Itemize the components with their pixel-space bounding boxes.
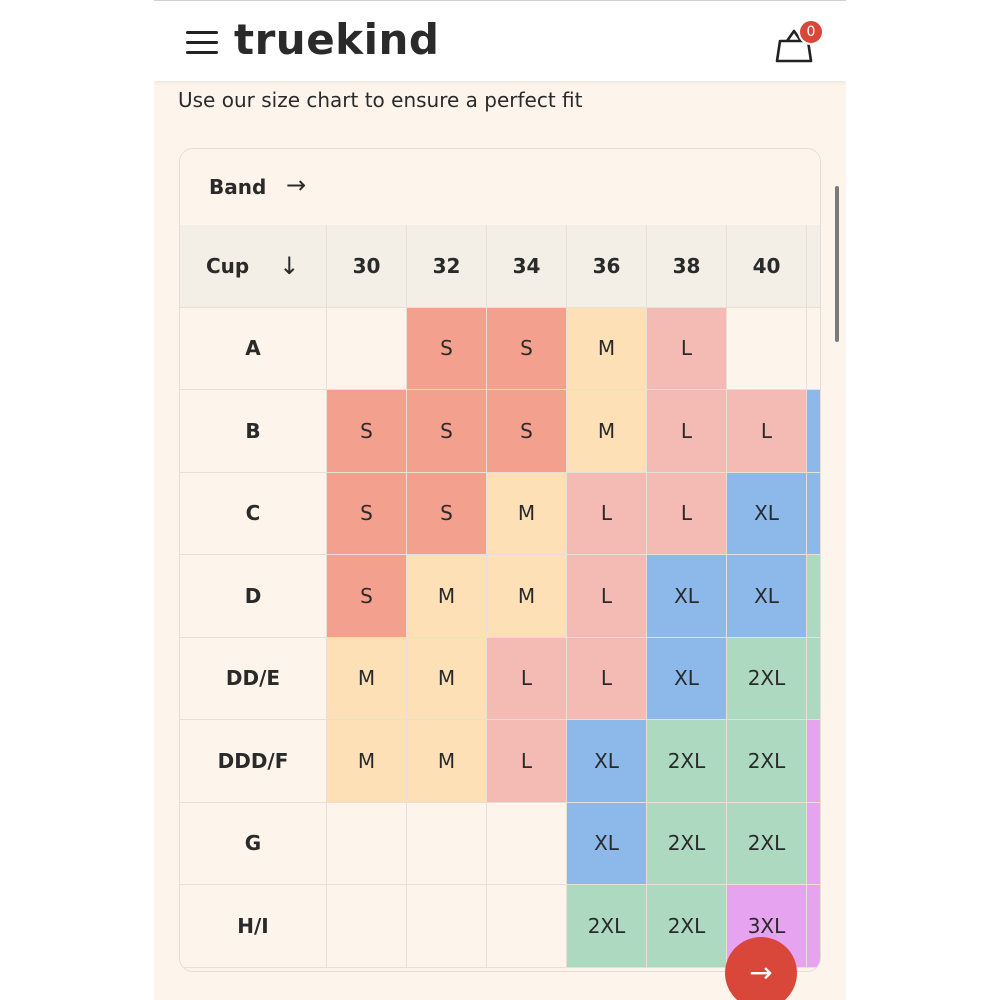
partial-size-cell	[807, 802, 820, 885]
size-cell: S	[327, 390, 407, 473]
cup-size-label: C	[180, 472, 327, 555]
app-screen: truekind 0 Use our size chart to ensure …	[154, 0, 846, 1000]
size-cell: 2XL	[567, 885, 647, 968]
size-cell: M	[487, 472, 567, 555]
size-cell: S	[407, 390, 487, 473]
cup-size-label: G	[180, 802, 327, 885]
size-cell: L	[487, 637, 567, 720]
size-cell: M	[407, 720, 487, 803]
size-cell: XL	[647, 637, 727, 720]
size-cell: XL	[567, 802, 647, 885]
size-cell	[407, 885, 487, 968]
band-size-header: 34	[487, 225, 567, 308]
cup-label: Cup	[206, 253, 250, 278]
size-cell: L	[647, 307, 727, 390]
band-label: Band	[209, 175, 267, 199]
size-cell: S	[487, 390, 567, 473]
size-cell: 2XL	[647, 720, 727, 803]
size-cell: M	[487, 555, 567, 638]
size-cell: S	[327, 555, 407, 638]
size-cell	[487, 885, 567, 968]
size-cell	[407, 802, 487, 885]
size-cell: M	[327, 637, 407, 720]
size-cell: 2XL	[647, 885, 727, 968]
size-cell: M	[407, 637, 487, 720]
band-header-row: Band →	[180, 149, 820, 226]
next-arrow-button[interactable]: →	[725, 937, 797, 1000]
size-cell: XL	[647, 555, 727, 638]
size-cell: XL	[567, 720, 647, 803]
brand-logo[interactable]: truekind	[234, 15, 440, 64]
size-cell: XL	[727, 472, 807, 555]
size-cell	[327, 885, 407, 968]
partial-size-cell	[807, 885, 820, 968]
cup-size-label: H/I	[180, 885, 327, 968]
scrollbar[interactable]	[835, 186, 839, 342]
size-cell	[327, 802, 407, 885]
partial-size-cell	[807, 555, 820, 638]
band-size-header: 40	[727, 225, 807, 308]
size-cell: M	[567, 307, 647, 390]
size-cell: S	[407, 472, 487, 555]
partial-size-cell	[807, 390, 820, 473]
size-cell: 2XL	[727, 637, 807, 720]
size-cell: S	[327, 472, 407, 555]
size-cell: L	[727, 390, 807, 473]
size-cell: L	[647, 472, 727, 555]
band-size-header: 36	[567, 225, 647, 308]
size-cell: L	[567, 555, 647, 638]
partial-size-cell	[807, 307, 820, 390]
top-nav-bar: truekind 0	[154, 0, 846, 81]
size-cell: L	[647, 390, 727, 473]
partial-size-cell	[807, 472, 820, 555]
size-chart-table: Band → Cup ↓ 30 32 34 36 38 40 A S S M L B S S S M L L C S S M L…	[179, 148, 821, 972]
cup-size-label: B	[180, 390, 327, 473]
size-cell	[727, 307, 807, 390]
cup-size-label: DDD/F	[180, 720, 327, 803]
band-size-header: 38	[647, 225, 727, 308]
band-size-header: 32	[407, 225, 487, 308]
cart-count-badge: 0	[798, 19, 824, 45]
hamburger-menu-icon[interactable]	[186, 31, 218, 57]
cup-size-label: A	[180, 307, 327, 390]
cup-size-label: DD/E	[180, 637, 327, 720]
size-cell: 2XL	[727, 802, 807, 885]
size-cell: M	[567, 390, 647, 473]
size-cell: S	[487, 307, 567, 390]
cup-column-header: Cup ↓	[180, 225, 327, 308]
partial-size-cell	[807, 720, 820, 803]
size-cell: S	[407, 307, 487, 390]
down-arrow-icon: ↓	[279, 251, 300, 280]
right-arrow-icon: →	[286, 171, 307, 199]
size-grid: Cup ↓ 30 32 34 36 38 40 A S S M L B S S S M L L C S S M L L XL D S M M…	[180, 225, 820, 968]
band-size-header: 30	[327, 225, 407, 308]
size-cell: L	[567, 472, 647, 555]
size-cell: M	[327, 720, 407, 803]
size-cell	[487, 802, 567, 885]
size-cell: XL	[727, 555, 807, 638]
size-chart-subtitle: Use our size chart to ensure a perfect f…	[178, 88, 583, 112]
partial-size-cell	[807, 637, 820, 720]
size-cell: M	[407, 555, 487, 638]
cup-size-label: D	[180, 555, 327, 638]
size-cell: L	[487, 720, 567, 803]
size-cell: 2XL	[647, 802, 727, 885]
size-cell	[327, 307, 407, 390]
partial-column-header	[807, 225, 820, 308]
size-cell: 2XL	[727, 720, 807, 803]
size-cell: L	[567, 637, 647, 720]
